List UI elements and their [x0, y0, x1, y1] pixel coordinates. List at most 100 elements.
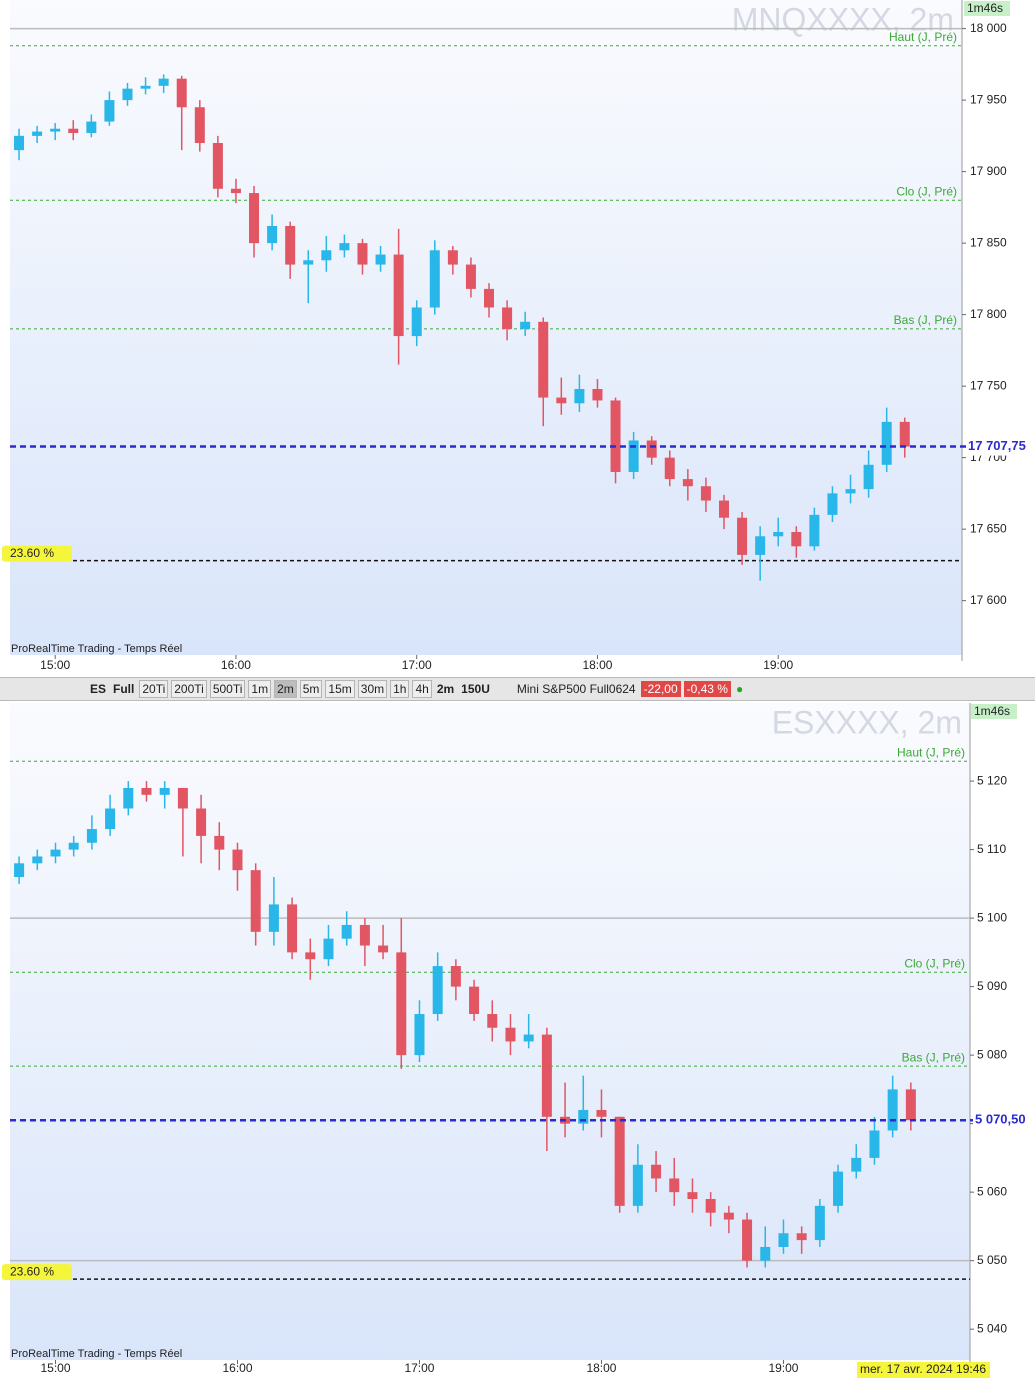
y-tick-label: 17 900 [970, 164, 1007, 178]
chart-title: ESXXXX, 2m [772, 704, 962, 740]
candle-body [86, 121, 97, 134]
candle-body [596, 1109, 607, 1117]
candle-body [614, 1116, 625, 1206]
candle-body [414, 1014, 425, 1056]
timer: 1m46s [967, 1, 1003, 15]
candle-body [700, 486, 711, 501]
interval-button[interactable]: 1m [248, 680, 272, 698]
candle-body [396, 952, 407, 1056]
candle-body [760, 1246, 771, 1261]
candle-body [523, 1034, 534, 1042]
interval-button[interactable]: 4h [412, 680, 432, 698]
interval-button[interactable]: 200Ti [171, 680, 207, 698]
candle-body [378, 945, 389, 953]
candle-body [487, 1014, 498, 1028]
date-label: mer. 17 avr. 2024 19:46 [860, 1362, 986, 1376]
candle-body [250, 870, 261, 932]
candle-body [881, 421, 892, 465]
level-label: Haut (J, Pré) [897, 745, 965, 759]
candle-body [357, 243, 368, 265]
x-tick-label: 16:00 [221, 658, 251, 672]
candle-body [32, 131, 43, 136]
interval-button[interactable]: 1h [390, 680, 410, 698]
last-price-label: 5 070,50 [975, 1112, 1026, 1127]
x-tick-label: 15:00 [40, 1361, 70, 1375]
candle-body [450, 966, 461, 987]
symbol[interactable]: ES [90, 682, 107, 696]
y-tick-label: 17 800 [970, 307, 1007, 321]
candle-body [86, 829, 97, 843]
x-tick-label: 17:00 [404, 1361, 434, 1375]
candle-body [230, 188, 241, 194]
candle-body [773, 532, 784, 537]
candle-body [845, 489, 856, 494]
x-tick-label: 16:00 [222, 1361, 252, 1375]
level-label: Haut (J, Pré) [889, 30, 957, 44]
candle-body [809, 514, 820, 547]
candle-body [249, 193, 260, 244]
date-bg [857, 1362, 990, 1378]
candle-body [122, 88, 133, 101]
y-tick-label: 5 110 [977, 842, 1006, 856]
interval-button[interactable]: 5m [299, 680, 323, 698]
y-tick-label: 5 060 [977, 1184, 1007, 1198]
candle-body [887, 1089, 898, 1131]
candle-body [341, 924, 352, 939]
candle-body [833, 1171, 844, 1206]
candle-body [267, 225, 278, 244]
y-tick-label: 5 100 [977, 910, 1007, 924]
candle-body [194, 107, 205, 144]
mode[interactable]: Full [113, 682, 135, 696]
interval-button[interactable]: 20Ti [139, 680, 169, 698]
last-price-bg [966, 437, 1035, 456]
fib-highlight [2, 545, 72, 562]
y-tick-label: 17 950 [970, 92, 1007, 106]
interval-button[interactable]: 500Ti [209, 680, 246, 698]
candle-body [140, 85, 151, 89]
interval-button[interactable]: 2m [274, 680, 297, 698]
candle-body [538, 321, 549, 398]
units[interactable]: 150U [461, 682, 490, 696]
candle-body [556, 397, 567, 404]
candle-body [742, 1219, 753, 1261]
candle-body [628, 440, 639, 472]
toolbar: ES Full 20Ti 200Ti 500Ti 1m 2m 5m 15m 30m 1h 4h 2… [0, 677, 1035, 701]
candle-body [737, 517, 748, 555]
candle-body [305, 952, 316, 960]
status-dot: ● [735, 682, 744, 696]
candle-body [50, 128, 61, 132]
interval[interactable]: 2m [436, 682, 455, 696]
candle-body [176, 78, 187, 108]
candle-body [651, 1164, 662, 1179]
last-price-label: 17 707,75 [968, 438, 1026, 453]
chart-title: MNQXXXX, 2m [732, 1, 954, 37]
candle-body [719, 500, 729, 518]
candle-body [158, 78, 169, 86]
change: -22,00 [640, 681, 681, 697]
candle-body [432, 966, 443, 1015]
candle-body [339, 243, 350, 251]
interval-button[interactable]: 15m [325, 680, 355, 698]
candle-body [541, 1034, 552, 1117]
candle-body [827, 493, 838, 515]
candle-body [814, 1205, 825, 1241]
plot-background [10, 0, 962, 655]
x-tick-label: 15:00 [40, 658, 70, 672]
timer: 1m46s [974, 704, 1010, 718]
candle-body [469, 986, 480, 1015]
plot-background [10, 703, 970, 1360]
candle-body [14, 135, 25, 151]
candle-body [778, 1233, 789, 1247]
candle-body [177, 787, 188, 809]
candle-body [520, 321, 531, 329]
interval-button[interactable]: 30m [357, 680, 388, 698]
candle-body [592, 388, 603, 401]
candle-body [196, 808, 207, 836]
x-tick-label: 19:00 [768, 1361, 798, 1375]
y-tick-label: 17 650 [970, 521, 1007, 535]
candle-body [447, 250, 458, 265]
candle-body [465, 264, 476, 289]
candle-body [32, 856, 43, 864]
candle-body [105, 808, 116, 830]
candle-body [646, 440, 657, 458]
